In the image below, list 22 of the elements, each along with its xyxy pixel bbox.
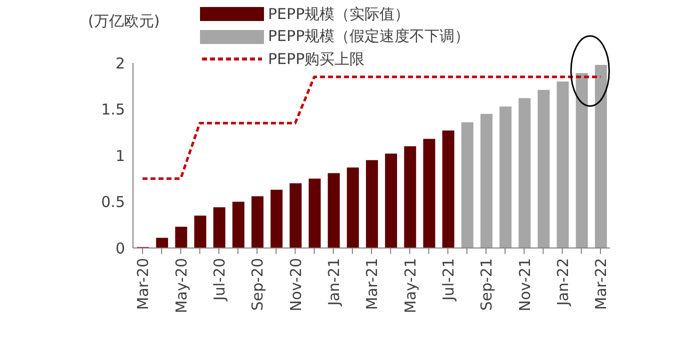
y-tick-label: 0.5 (101, 193, 125, 212)
x-tick-label: Jul-20 (210, 258, 229, 302)
x-tick-label: Sep-20 (248, 258, 267, 311)
x-tick-label: Nov-20 (286, 258, 305, 312)
y-axis-title: (万亿欧元) (88, 12, 160, 31)
legend-label: PEPP规模（实际值） (268, 4, 410, 24)
legend-label: PEPP规模（假定速度不下调） (268, 27, 470, 46)
x-tick-label: Jan-21 (324, 258, 343, 307)
x-tick-label: May-21 (401, 258, 420, 314)
x-tick-label: Jul-21 (439, 258, 458, 302)
x-tick-label: Nov-21 (516, 258, 534, 312)
y-tick-label: 0 (115, 239, 125, 258)
x-tick-label: Jan-22 (554, 258, 572, 307)
x-tick-label: May-20 (172, 258, 190, 314)
legend-label: PEPP购买上限 (268, 50, 365, 69)
y-tick-label: 2 (115, 54, 125, 72)
x-tick-label: Mar-20 (134, 258, 152, 310)
y-tick-label: 1.5 (101, 100, 125, 119)
x-tick-label: Mar-22 (592, 258, 610, 310)
x-tick-label: Mar-21 (363, 258, 382, 310)
x-tick-label: Sep-21 (478, 258, 496, 311)
y-tick-label: 1 (115, 146, 125, 165)
